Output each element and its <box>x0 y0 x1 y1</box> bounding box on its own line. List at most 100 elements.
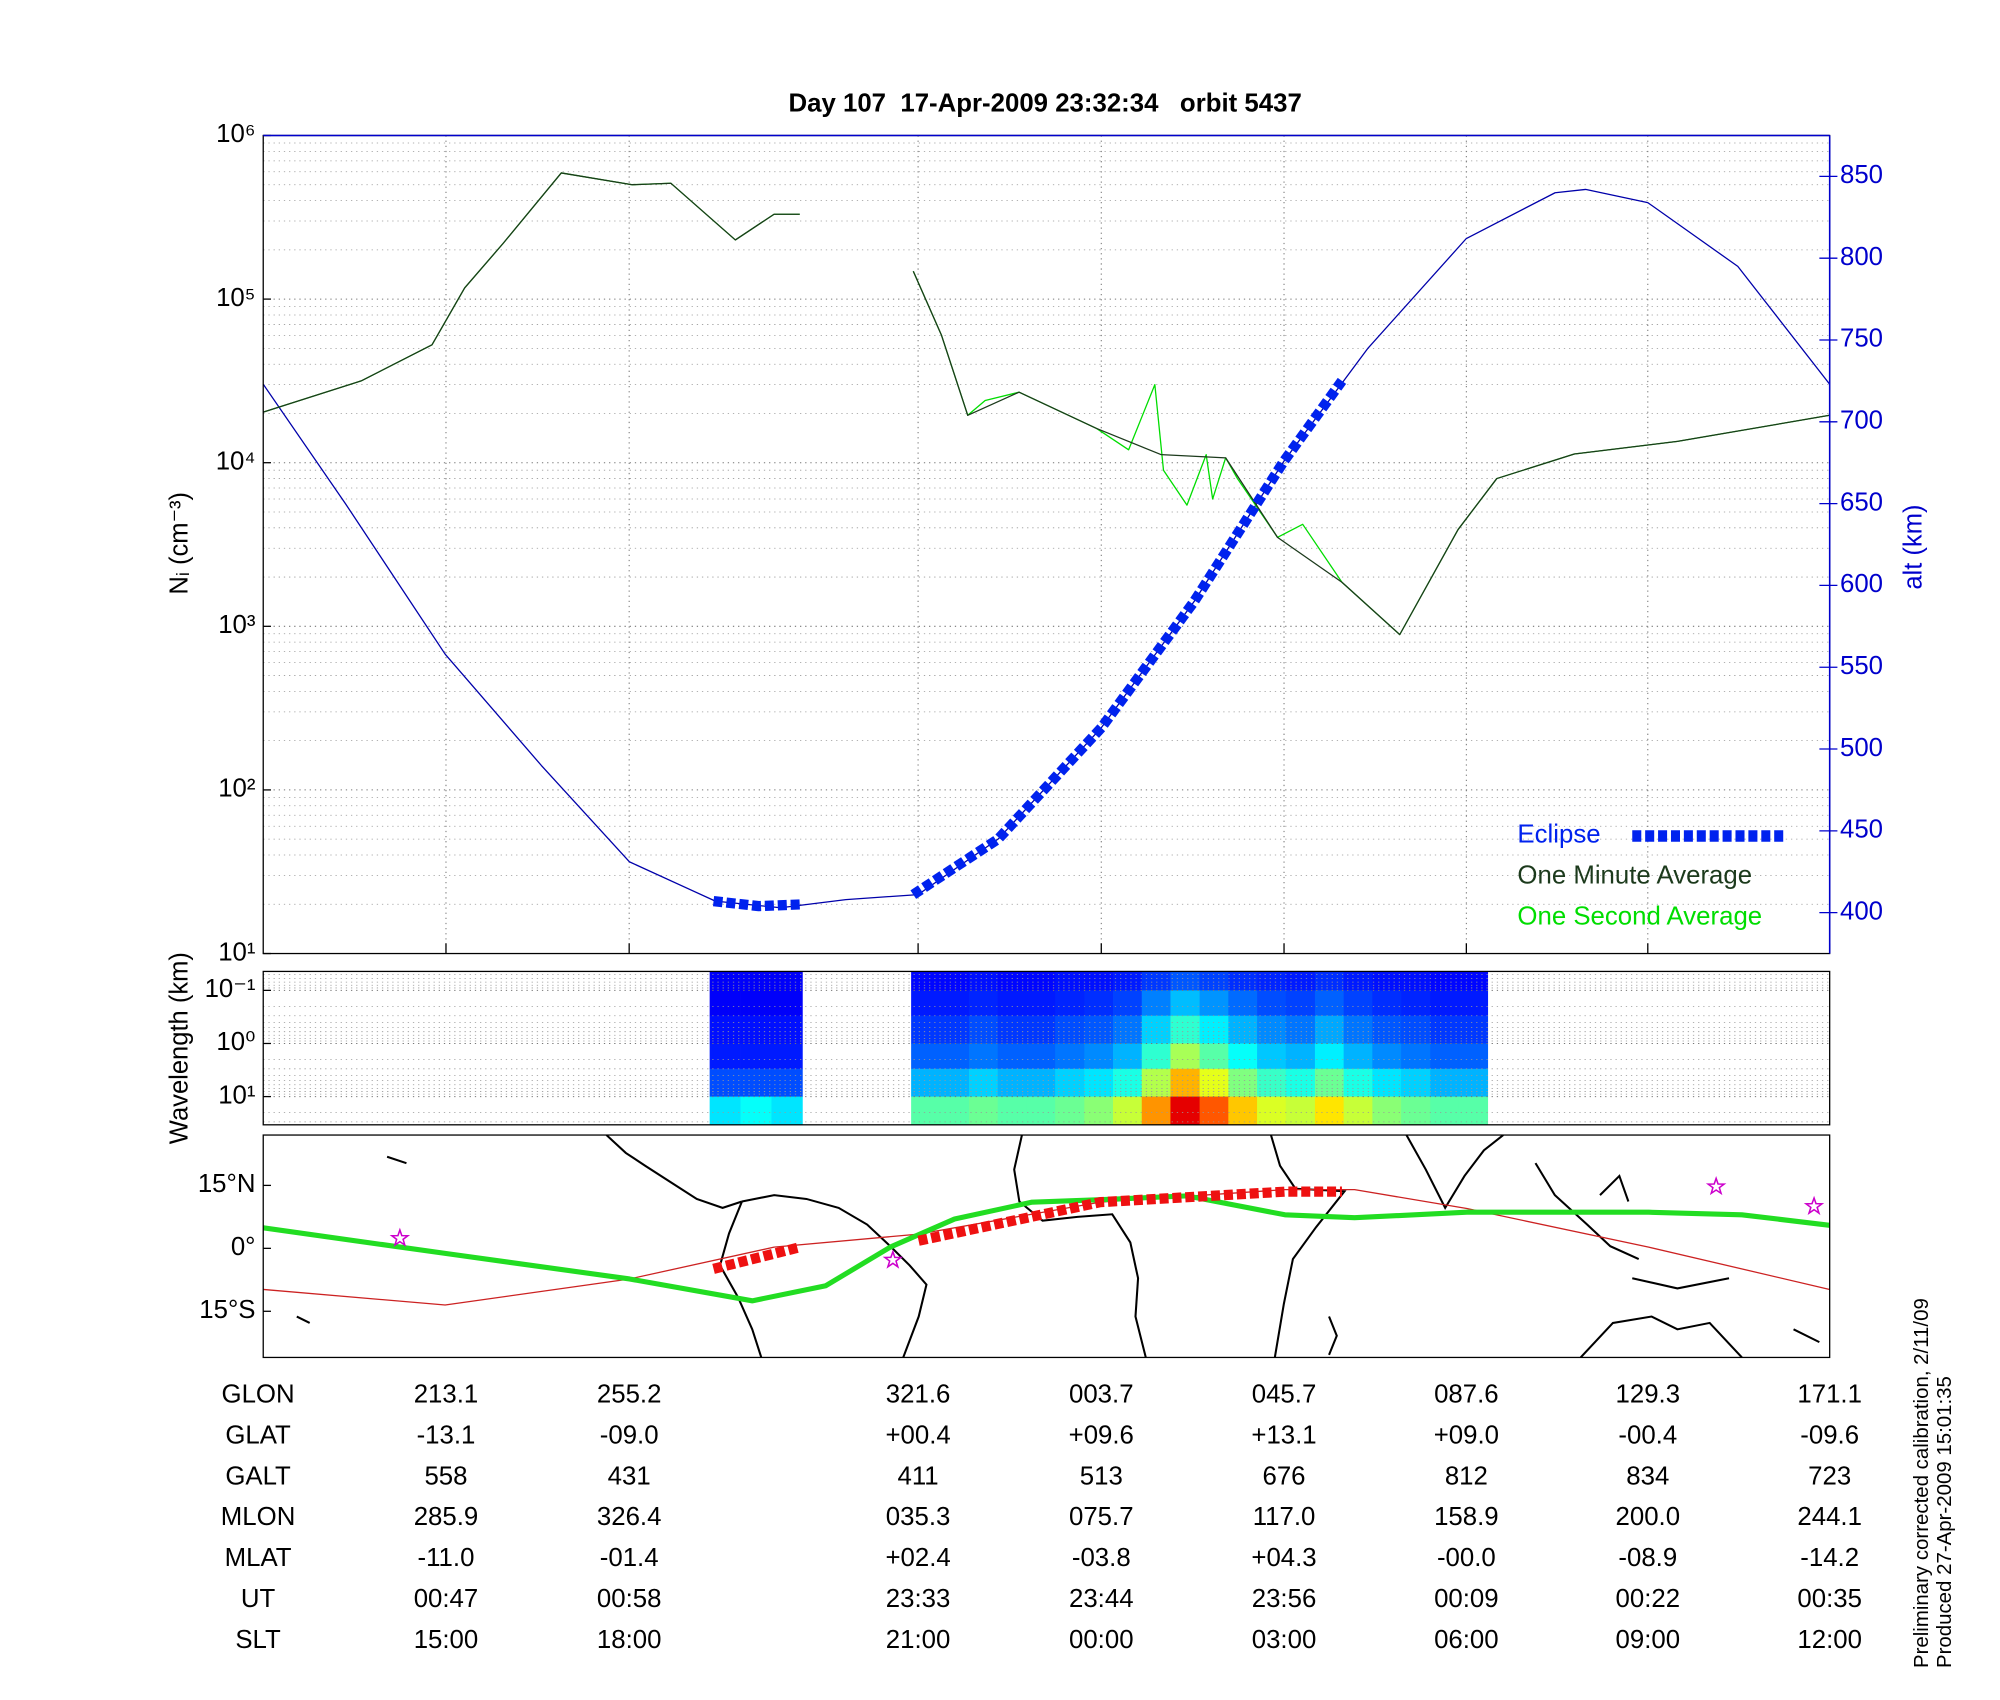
table-cell: 431 <box>608 1462 651 1490</box>
table-cell: 321.6 <box>886 1381 951 1409</box>
heatmap-cell <box>771 1096 803 1125</box>
coastline <box>1405 1135 1504 1211</box>
y-tick-label: 10² <box>218 775 256 803</box>
heatmap-cell <box>771 990 803 1017</box>
table-row-label: MLAT <box>225 1544 292 1572</box>
heatmap-cell <box>1055 971 1085 991</box>
heatmap-cell <box>771 971 803 991</box>
table-cell: 12:00 <box>1797 1626 1862 1654</box>
table-cell: -13.1 <box>417 1422 476 1450</box>
heatmap-cell <box>939 1068 970 1097</box>
table-row-label: SLT <box>235 1626 281 1654</box>
heatmap-cell <box>997 1043 1027 1070</box>
table-cell: 676 <box>1263 1462 1306 1490</box>
heatmap-cell <box>997 1068 1027 1097</box>
heatmap-cell <box>740 1068 772 1097</box>
marker <box>1803 1195 1825 1216</box>
heatmap-cell <box>1113 1096 1143 1125</box>
table-cell: 158.9 <box>1434 1503 1499 1531</box>
heatmap-cell <box>1026 990 1056 1017</box>
heatmap-cell <box>1141 1068 1171 1097</box>
coastline <box>1579 1315 1743 1358</box>
y-tick-label: 10³ <box>218 611 256 639</box>
table-cell: 326.4 <box>597 1503 662 1531</box>
heatmap-cell <box>1257 1096 1287 1125</box>
heatmap-cell <box>1113 1068 1143 1097</box>
plot-frame <box>262 1134 1831 1359</box>
table-cell: 00:22 <box>1616 1585 1681 1613</box>
heatmap-cell <box>1141 1015 1171 1044</box>
table-cell: -01.4 <box>600 1544 659 1572</box>
table-cell: 834 <box>1626 1462 1669 1490</box>
heatmap-cell <box>1401 990 1431 1017</box>
heatmap-cell <box>1055 1043 1085 1070</box>
table-cell: 00:09 <box>1434 1585 1499 1613</box>
heatmap-cell <box>1113 1015 1143 1044</box>
heatmap-cell <box>939 1096 970 1125</box>
heatmap-cell <box>1170 1015 1201 1044</box>
heatmap-cell <box>1055 1096 1085 1125</box>
heatmap-cell <box>1401 971 1431 991</box>
table-cell: 00:35 <box>1797 1585 1862 1613</box>
heatmap-cell <box>1401 1015 1431 1044</box>
y-tick-label: 10⁻¹ <box>205 975 256 1003</box>
heatmap-cell <box>1084 1096 1114 1125</box>
heatmap-cell <box>1401 1068 1431 1097</box>
table-cell: 244.1 <box>1797 1503 1862 1531</box>
table-cell: -08.9 <box>1618 1544 1677 1572</box>
heatmap-cell <box>1257 971 1287 991</box>
heatmap-cell <box>1430 1043 1460 1070</box>
series-line <box>263 172 1830 636</box>
heatmap-cell <box>1314 971 1345 991</box>
table-row-label: GLAT <box>225 1422 291 1450</box>
heatmap-cell <box>1372 971 1402 991</box>
table-row-label: MLON <box>221 1503 296 1531</box>
heatmap-cell <box>997 971 1027 991</box>
heatmap-cell <box>1372 1043 1402 1070</box>
coastline <box>605 1135 743 1209</box>
heatmap-cell <box>1285 1015 1316 1044</box>
heatmap-cell <box>1401 1096 1431 1125</box>
heatmap-cell <box>1026 1043 1056 1070</box>
heatmap-cell <box>1084 1015 1114 1044</box>
series-line <box>263 172 1830 636</box>
heatmap-cell <box>1285 990 1316 1017</box>
heatmap-cell <box>1343 1043 1373 1070</box>
table-cell: 18:00 <box>597 1626 662 1654</box>
y2-tick-label: 800 <box>1840 243 1883 271</box>
heatmap-cell <box>1343 1096 1373 1125</box>
table-cell: +02.4 <box>885 1544 950 1572</box>
table-cell: 23:56 <box>1252 1585 1317 1613</box>
heatmap-cell <box>1026 1068 1056 1097</box>
y2-tick-label: 700 <box>1840 407 1883 435</box>
heatmap-cell <box>1458 971 1489 991</box>
note: Preliminary corrected calibration, 2/11/… <box>1910 1298 1933 1668</box>
heatmap-cell <box>1228 971 1258 991</box>
heatmap-cell <box>1113 1043 1143 1070</box>
table-cell: 15:00 <box>414 1626 479 1654</box>
legend-label: One Second Average <box>1517 903 1762 931</box>
heatmap-cell <box>1458 1068 1489 1097</box>
heatmap-cell <box>1458 1043 1489 1070</box>
heatmap-cell <box>1228 1096 1258 1125</box>
heatmap-cell <box>740 990 772 1017</box>
table-cell: 812 <box>1445 1462 1488 1490</box>
panel <box>263 1175 1830 1306</box>
heatmap-cell <box>1026 1015 1056 1044</box>
heatmap-cell <box>997 1015 1027 1044</box>
series-line <box>712 377 1347 912</box>
table-cell: -03.8 <box>1072 1544 1131 1572</box>
heatmap-cell <box>1141 971 1171 991</box>
marker <box>389 1227 411 1247</box>
marker <box>882 1249 904 1269</box>
table-cell: 285.9 <box>414 1503 479 1531</box>
heatmap-cell <box>968 1043 999 1070</box>
coastline <box>1534 1162 1730 1290</box>
heatmap-cell <box>1170 1068 1201 1097</box>
heatmap-cell <box>1113 990 1143 1017</box>
table-cell: +09.0 <box>1434 1422 1499 1450</box>
coastline <box>718 1201 763 1358</box>
heatmap-cell <box>1141 1043 1171 1070</box>
table-cell: -11.0 <box>418 1544 475 1572</box>
y-axis-label: Nᵢ (cm⁻³) <box>165 492 193 595</box>
